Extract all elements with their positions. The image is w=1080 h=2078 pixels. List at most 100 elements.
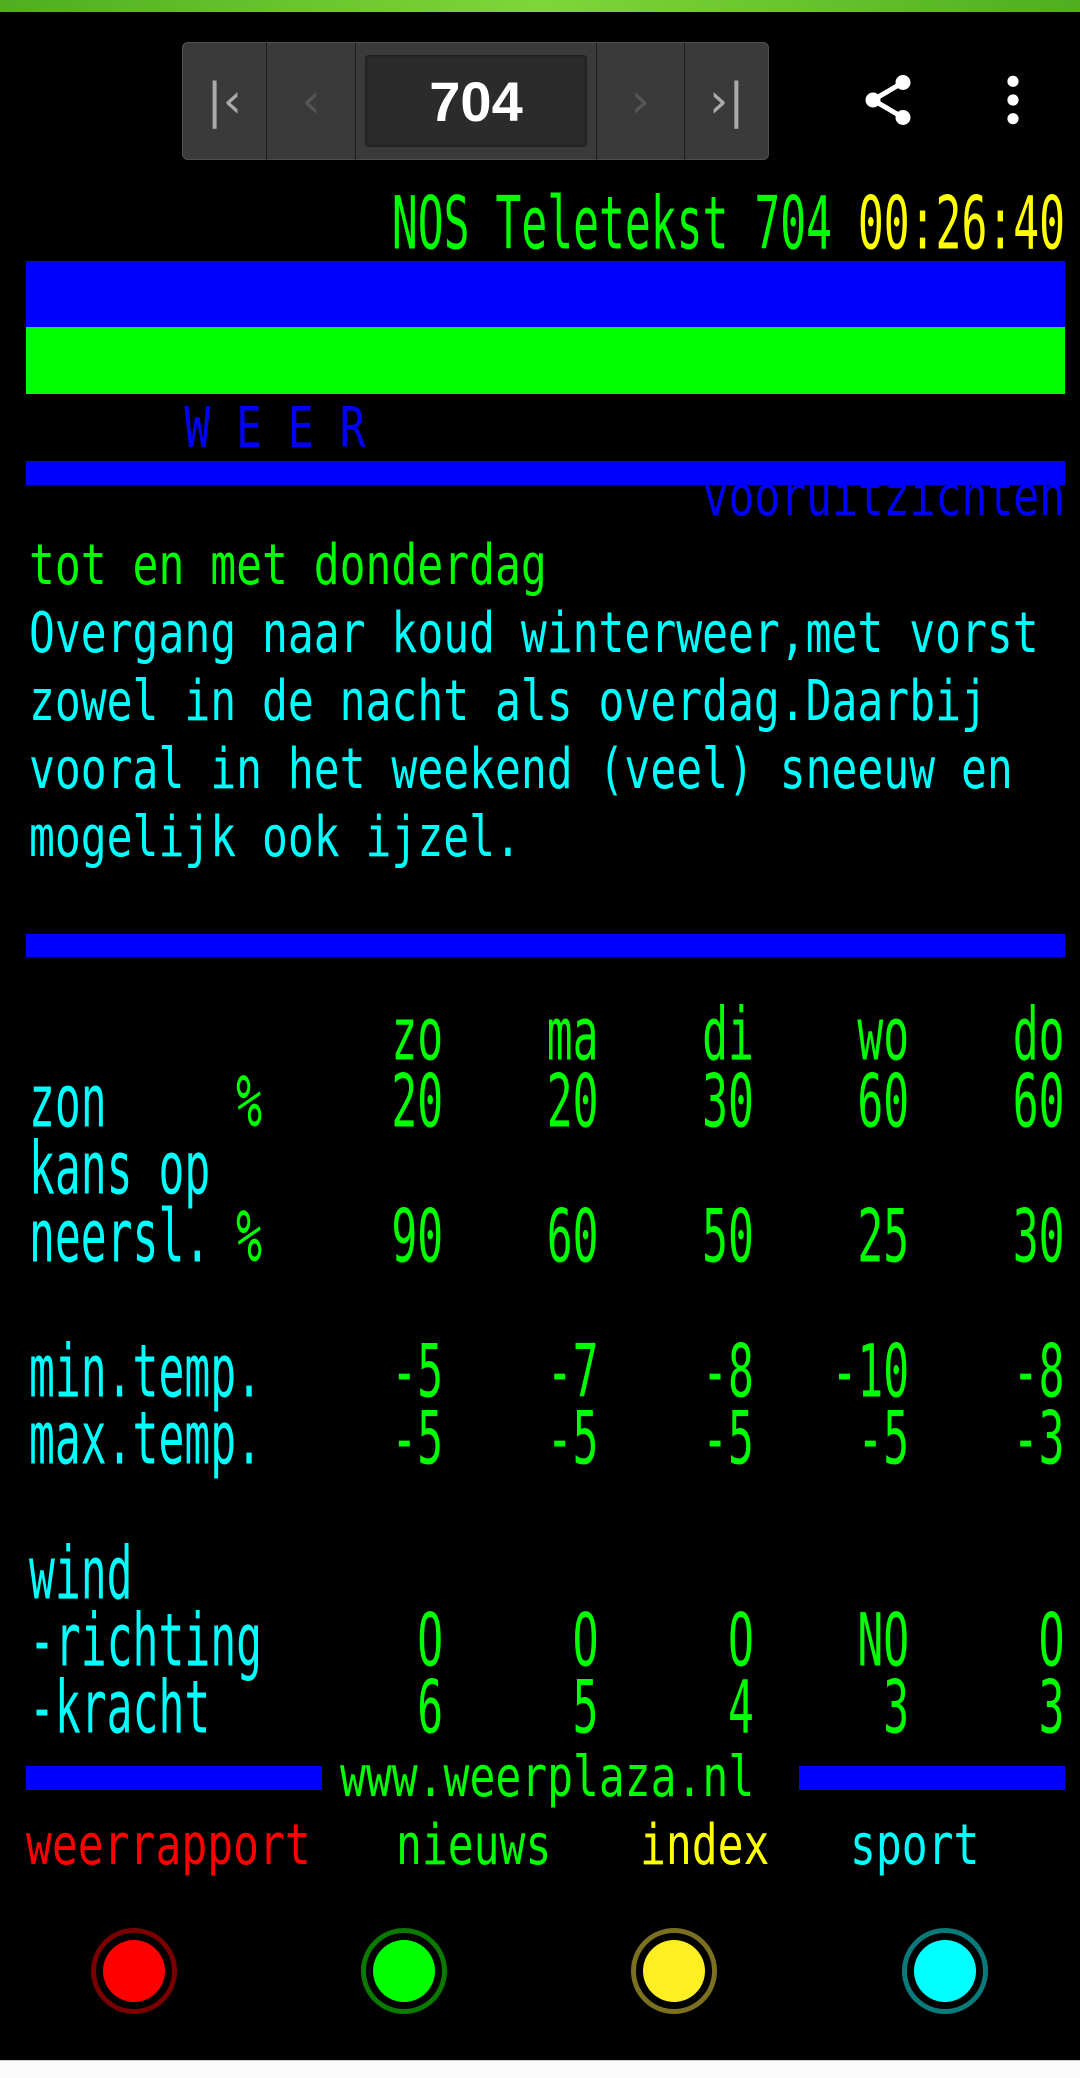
forecast-line-text: Overgang naar koud winterweer,met vorst bbox=[29, 601, 1039, 667]
row-label: wind bbox=[29, 1532, 133, 1618]
fastlink-nieuws[interactable]: nieuws bbox=[396, 1812, 596, 1880]
table-row: min.temp. -5 -7 -8 -10 -8 bbox=[29, 1331, 1065, 1416]
table-row: max.temp. -5 -5 -5 -5 -3 bbox=[29, 1398, 1065, 1483]
more-vert-icon bbox=[1007, 75, 1019, 125]
prev-page-icon: ‹ bbox=[301, 73, 321, 129]
prev-page-button[interactable]: ‹ bbox=[267, 42, 356, 160]
forecast-line: zowel in de nacht als overdag.Daarbij bbox=[29, 668, 1065, 736]
table-cell: O bbox=[1038, 1599, 1065, 1685]
last-page-button[interactable]: ›| bbox=[685, 42, 769, 160]
blue-band bbox=[26, 261, 1065, 327]
row-label: neersl. bbox=[29, 1195, 211, 1281]
forecast-line-text: zowel in de nacht als overdag.Daarbij bbox=[29, 669, 987, 735]
day-header: di bbox=[702, 993, 754, 1079]
row-label: min.temp. bbox=[29, 1330, 262, 1416]
header-title: NOS Teletekst 704 bbox=[391, 182, 858, 268]
row-unit: % bbox=[236, 1060, 262, 1146]
last-page-icon: ›| bbox=[709, 73, 745, 129]
divider bbox=[26, 934, 1065, 957]
day-header: ma bbox=[546, 993, 599, 1079]
table-cell: 60 bbox=[857, 1060, 910, 1146]
table-cell: 30 bbox=[1012, 1195, 1065, 1281]
footer-url-text[interactable]: www.weerplaza.nl bbox=[340, 1745, 755, 1811]
row-label: -richting bbox=[29, 1599, 262, 1685]
table-cell: 3 bbox=[883, 1666, 910, 1752]
table-cell: -5 bbox=[391, 1397, 444, 1483]
red-button[interactable] bbox=[91, 1928, 177, 2014]
table-cell: 90 bbox=[391, 1195, 444, 1281]
table-cell: O bbox=[727, 1599, 754, 1685]
day-header: do bbox=[1012, 993, 1065, 1079]
table-row: -kracht 6 5 4 3 3 bbox=[29, 1667, 1065, 1752]
table-row: wind bbox=[29, 1533, 1065, 1618]
table-cell: -5 bbox=[391, 1330, 444, 1416]
forecast-period-text: tot en met donderdag bbox=[29, 533, 547, 599]
table-header: zo ma di wo do bbox=[29, 994, 1065, 1079]
footer-bar-left bbox=[26, 1766, 322, 1790]
table-cell: 25 bbox=[857, 1195, 910, 1281]
page-number[interactable]: 704 bbox=[365, 55, 587, 147]
table-cell: -5 bbox=[702, 1397, 754, 1483]
table-cell: -8 bbox=[1012, 1330, 1065, 1416]
share-button[interactable] bbox=[850, 62, 926, 138]
table-cell: O bbox=[572, 1599, 599, 1685]
green-band bbox=[26, 327, 1065, 394]
navigation-bar bbox=[0, 2060, 1080, 2078]
table-cell: -7 bbox=[546, 1330, 599, 1416]
forecast-line: Overgang naar koud winterweer,met vorst bbox=[29, 600, 1065, 668]
first-page-button[interactable]: |‹ bbox=[182, 42, 268, 160]
fastlink-label[interactable]: sport bbox=[850, 1813, 980, 1879]
forecast-line: mogelijk ook ijzel. bbox=[29, 804, 1065, 872]
row-label: max.temp. bbox=[29, 1397, 262, 1483]
row-unit: % bbox=[236, 1195, 262, 1281]
table-cell: 5 bbox=[572, 1666, 599, 1752]
table-row: kans op bbox=[29, 1128, 1065, 1213]
green-button[interactable] bbox=[361, 1928, 447, 2014]
row-label: zon bbox=[29, 1060, 107, 1146]
page-number-field[interactable]: 704 bbox=[356, 42, 598, 160]
more-menu-button[interactable] bbox=[975, 62, 1051, 138]
table-cell: -10 bbox=[831, 1330, 910, 1416]
table-cell: 20 bbox=[546, 1060, 599, 1146]
table-cell: -8 bbox=[702, 1330, 754, 1416]
yellow-button[interactable] bbox=[631, 1928, 717, 2014]
table-row: zon% 20 20 30 60 60 bbox=[29, 1061, 1065, 1146]
table-cell: 60 bbox=[1012, 1060, 1065, 1146]
day-header: wo bbox=[857, 993, 910, 1079]
table-row: -richting O O O NO O bbox=[29, 1600, 1065, 1685]
table-cell: 20 bbox=[391, 1060, 444, 1146]
green-dot-icon bbox=[373, 1940, 435, 2002]
table-cell: 3 bbox=[1038, 1666, 1065, 1752]
next-page-button[interactable]: › bbox=[597, 42, 685, 160]
table-cell: NO bbox=[857, 1599, 910, 1685]
table-cell: 30 bbox=[702, 1060, 754, 1146]
fastlink-sport[interactable]: sport bbox=[850, 1812, 1010, 1880]
fastlink-label[interactable]: index bbox=[640, 1813, 770, 1879]
table-cell: 60 bbox=[546, 1195, 599, 1281]
divider bbox=[26, 461, 1065, 485]
footer-bar-right bbox=[799, 1766, 1065, 1790]
row-label: -kracht bbox=[29, 1666, 211, 1752]
teletext-header: NOS Teletekst 704 00:26:40 bbox=[29, 183, 1065, 268]
forecast-line-text: vooral in het weekend (veel) sneeuw en bbox=[29, 737, 1013, 803]
table-cell: O bbox=[417, 1599, 444, 1685]
status-bar bbox=[0, 0, 1080, 12]
cyan-button[interactable] bbox=[902, 1928, 988, 2014]
fastlink-label[interactable]: nieuws bbox=[396, 1813, 552, 1879]
page-navigator: |‹ ‹ 704 › ›| bbox=[182, 42, 769, 160]
footer-url[interactable]: www.weerplaza.nl bbox=[340, 1744, 780, 1812]
table-cell: 4 bbox=[727, 1666, 754, 1752]
forecast-line: vooral in het weekend (veel) sneeuw en bbox=[29, 736, 1065, 804]
fastlink-label[interactable]: weerrapport bbox=[26, 1813, 311, 1879]
yellow-dot-icon bbox=[643, 1940, 705, 2002]
fastlink-weerrapport[interactable]: weerrapport bbox=[26, 1812, 366, 1880]
table-row: neersl.% 90 60 50 25 30 bbox=[29, 1196, 1065, 1281]
next-page-icon: › bbox=[630, 73, 650, 129]
cyan-dot-icon bbox=[914, 1940, 976, 2002]
header-time: 00:26:40 bbox=[857, 182, 1065, 268]
section-banner: W E E R vooruitzichten bbox=[29, 327, 1065, 530]
row-label: kans op bbox=[29, 1127, 211, 1213]
fastlink-index[interactable]: index bbox=[640, 1812, 800, 1880]
table-cell: -5 bbox=[546, 1397, 599, 1483]
forecast-period: tot en met donderdag bbox=[29, 532, 1065, 600]
